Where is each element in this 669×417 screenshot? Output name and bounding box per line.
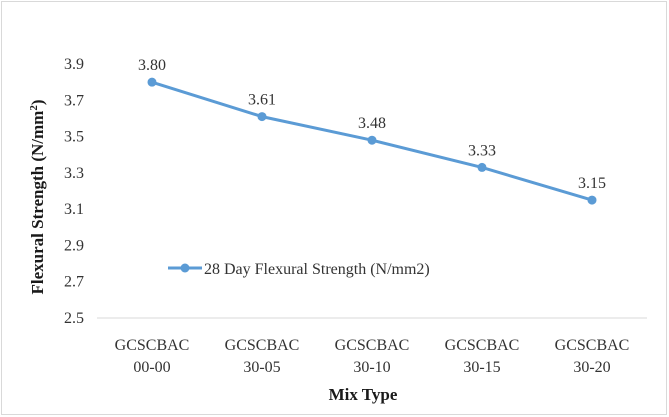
x-tick-label: GCSCBAC 30-10 bbox=[335, 337, 410, 376]
data-point bbox=[367, 135, 377, 145]
y-tick-label: 3.7 bbox=[64, 92, 84, 109]
x-tick-label: GCSCBAC 30-05 bbox=[225, 337, 300, 376]
data-point bbox=[477, 162, 487, 172]
y-tick-label: 2.5 bbox=[64, 310, 84, 327]
data-point bbox=[147, 77, 157, 87]
y-tick-label: 3.9 bbox=[64, 56, 84, 73]
y-tick-label: 3.5 bbox=[64, 129, 84, 146]
data-label: 3.33 bbox=[468, 142, 496, 159]
data-point bbox=[257, 112, 267, 122]
data-label: 3.61 bbox=[248, 92, 276, 109]
legend: 28 Day Flexural Strength (N/mm2) bbox=[168, 261, 430, 278]
data-points bbox=[147, 77, 597, 205]
x-axis-ticks: GCSCBAC 00-00 GCSCBAC 30-05 GCSCBAC 30-10 GCSC… bbox=[115, 337, 630, 376]
y-axis-ticks: 2.5 2.7 2.9 3.1 3.3 3.5 3.7 3.9 bbox=[64, 56, 84, 327]
y-tick-label: 3.3 bbox=[64, 165, 84, 182]
data-label: 3.48 bbox=[358, 115, 386, 132]
x-tick-label: GCSCBAC 00-00 bbox=[115, 337, 190, 376]
y-tick-label: 3.1 bbox=[64, 201, 84, 218]
data-labels: 3.80 3.61 3.48 3.33 3.15 bbox=[138, 57, 606, 192]
x-tick-label: GCSCBAC 30-20 bbox=[555, 337, 630, 376]
y-tick-label: 2.7 bbox=[64, 274, 84, 291]
data-point bbox=[587, 195, 597, 205]
data-label: 3.80 bbox=[138, 57, 166, 74]
y-axis-title: Flexural Strength (N/mm2) bbox=[28, 99, 47, 294]
data-label: 3.15 bbox=[578, 175, 606, 192]
y-tick-label: 2.9 bbox=[64, 237, 84, 254]
x-tick-label: GCSCBAC 30-15 bbox=[445, 337, 520, 376]
x-axis-title: Mix Type bbox=[329, 385, 398, 404]
legend-entry-label: 28 Day Flexural Strength (N/mm2) bbox=[204, 261, 430, 278]
legend-marker-swatch bbox=[180, 263, 190, 273]
